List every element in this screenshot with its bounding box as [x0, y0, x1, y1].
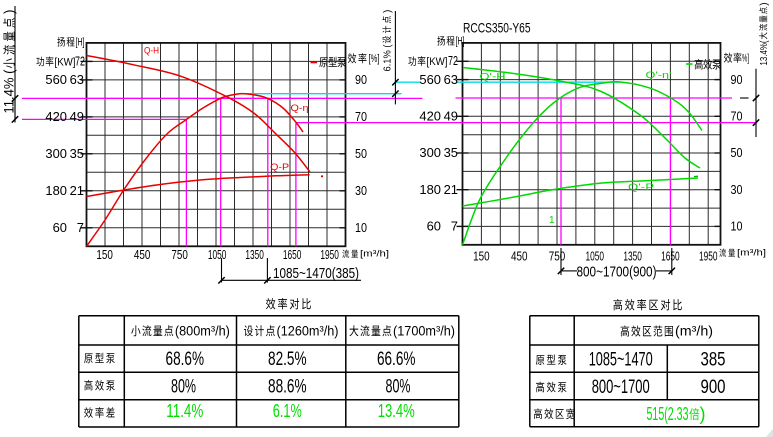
svg-text:35: 35: [70, 146, 84, 161]
svg-text:1650: 1650: [661, 249, 680, 263]
svg-text:560: 560: [419, 72, 441, 87]
svg-text:): ): [2, 10, 17, 15]
svg-text:1050: 1050: [208, 248, 227, 262]
svg-text:7: 7: [451, 219, 458, 234]
svg-text:1350: 1350: [245, 248, 264, 262]
svg-text:30: 30: [355, 184, 367, 198]
svg-text:): ): [383, 10, 394, 13]
svg-text:11.4%: 11.4%: [166, 401, 203, 421]
svg-text:70: 70: [731, 110, 743, 124]
svg-text:1085~1470: 1085~1470: [589, 349, 653, 371]
svg-text:750: 750: [549, 249, 566, 263]
svg-text:6.1%: 6.1%: [273, 401, 302, 421]
svg-text:(1260m³/h): (1260m³/h): [277, 323, 339, 338]
svg-text:515(2.33: 515(2.33: [647, 404, 689, 424]
svg-text:450: 450: [511, 249, 528, 263]
svg-text:): ): [700, 404, 706, 424]
svg-text:Q-P: Q-P: [270, 162, 289, 173]
svg-text:63: 63: [444, 72, 458, 87]
svg-text:150: 150: [473, 249, 490, 263]
svg-text:13.4%: 13.4%: [378, 401, 415, 421]
svg-text:80%: 80%: [386, 376, 411, 398]
svg-text:60: 60: [53, 220, 67, 235]
svg-text:1650: 1650: [283, 248, 302, 262]
svg-text:1350: 1350: [623, 249, 642, 263]
svg-text:35: 35: [444, 145, 458, 160]
svg-text:21: 21: [444, 182, 458, 197]
svg-text:[KW]: [KW]: [55, 56, 76, 68]
svg-text:Q'-H: Q'-H: [480, 72, 506, 83]
svg-text:82.5%: 82.5%: [268, 348, 307, 370]
svg-text:1950: 1950: [320, 248, 339, 262]
svg-text:60: 60: [427, 219, 441, 234]
svg-text:70: 70: [355, 110, 367, 124]
svg-text:Q-H: Q-H: [144, 46, 159, 57]
svg-text:): ): [759, 2, 770, 5]
svg-text:21: 21: [70, 183, 84, 198]
svg-text:900: 900: [701, 376, 726, 398]
svg-text:49: 49: [70, 109, 84, 124]
svg-text:420: 420: [419, 109, 441, 124]
svg-text:[m³/h]: [m³/h]: [737, 248, 766, 258]
svg-text:(1700m³/h): (1700m³/h): [393, 323, 455, 338]
svg-text:180: 180: [45, 183, 67, 198]
svg-text:90: 90: [731, 73, 743, 87]
svg-text:1050: 1050: [586, 249, 605, 263]
svg-text:10: 10: [355, 221, 367, 235]
svg-text:(m³/h): (m³/h): [675, 324, 713, 339]
svg-text:68.6%: 68.6%: [166, 348, 205, 370]
svg-text:Q-η: Q-η: [291, 103, 309, 114]
svg-text:180: 180: [419, 182, 441, 197]
svg-text:90: 90: [355, 73, 367, 87]
svg-text:11.4% (: 11.4% (: [2, 69, 17, 113]
svg-text:[%]: [%]: [369, 53, 380, 65]
svg-text:[H]: [H]: [76, 36, 85, 48]
svg-text:88.6%: 88.6%: [268, 376, 307, 398]
svg-text:66.6%: 66.6%: [377, 348, 416, 370]
svg-text:Q'-η': Q'-η': [646, 70, 672, 81]
svg-text:80%: 80%: [171, 376, 196, 398]
svg-text:1085~1470(385): 1085~1470(385): [273, 265, 359, 282]
svg-text:560: 560: [45, 72, 67, 87]
svg-text:1: 1: [549, 215, 555, 226]
svg-text:[m³/h]: [m³/h]: [360, 249, 389, 259]
svg-text:[H]: [H]: [456, 35, 465, 47]
svg-text:7: 7: [77, 220, 84, 235]
svg-text:10: 10: [731, 220, 743, 234]
svg-text:420: 420: [45, 109, 67, 124]
svg-text:750: 750: [171, 248, 188, 262]
svg-text:30: 30: [731, 183, 743, 197]
svg-text:6.1% (: 6.1% (: [383, 44, 394, 72]
svg-text:%]: %]: [742, 53, 749, 65]
svg-text:RCCS350-Y65: RCCS350-Y65: [463, 20, 531, 35]
svg-text:72: 72: [75, 53, 85, 68]
svg-text:13.4%(: 13.4%(: [759, 40, 770, 66]
svg-text:300: 300: [45, 146, 67, 161]
svg-text:Q'-P: Q'-P: [628, 182, 654, 193]
svg-text:49: 49: [444, 109, 458, 124]
svg-text:300: 300: [419, 145, 441, 160]
svg-text:800~1700: 800~1700: [592, 376, 650, 398]
svg-text:385: 385: [701, 349, 726, 371]
svg-text:[KW]: [KW]: [427, 56, 448, 68]
svg-text:800~1700(900): 800~1700(900): [577, 264, 657, 281]
svg-text:63: 63: [70, 72, 84, 87]
svg-text:(800m³/h): (800m³/h): [175, 323, 230, 338]
svg-text:150: 150: [96, 248, 113, 262]
svg-text:50: 50: [731, 146, 743, 160]
svg-text:1950: 1950: [699, 249, 718, 263]
svg-text:72: 72: [448, 53, 458, 68]
svg-text:450: 450: [134, 248, 151, 262]
svg-text:50: 50: [355, 147, 367, 161]
